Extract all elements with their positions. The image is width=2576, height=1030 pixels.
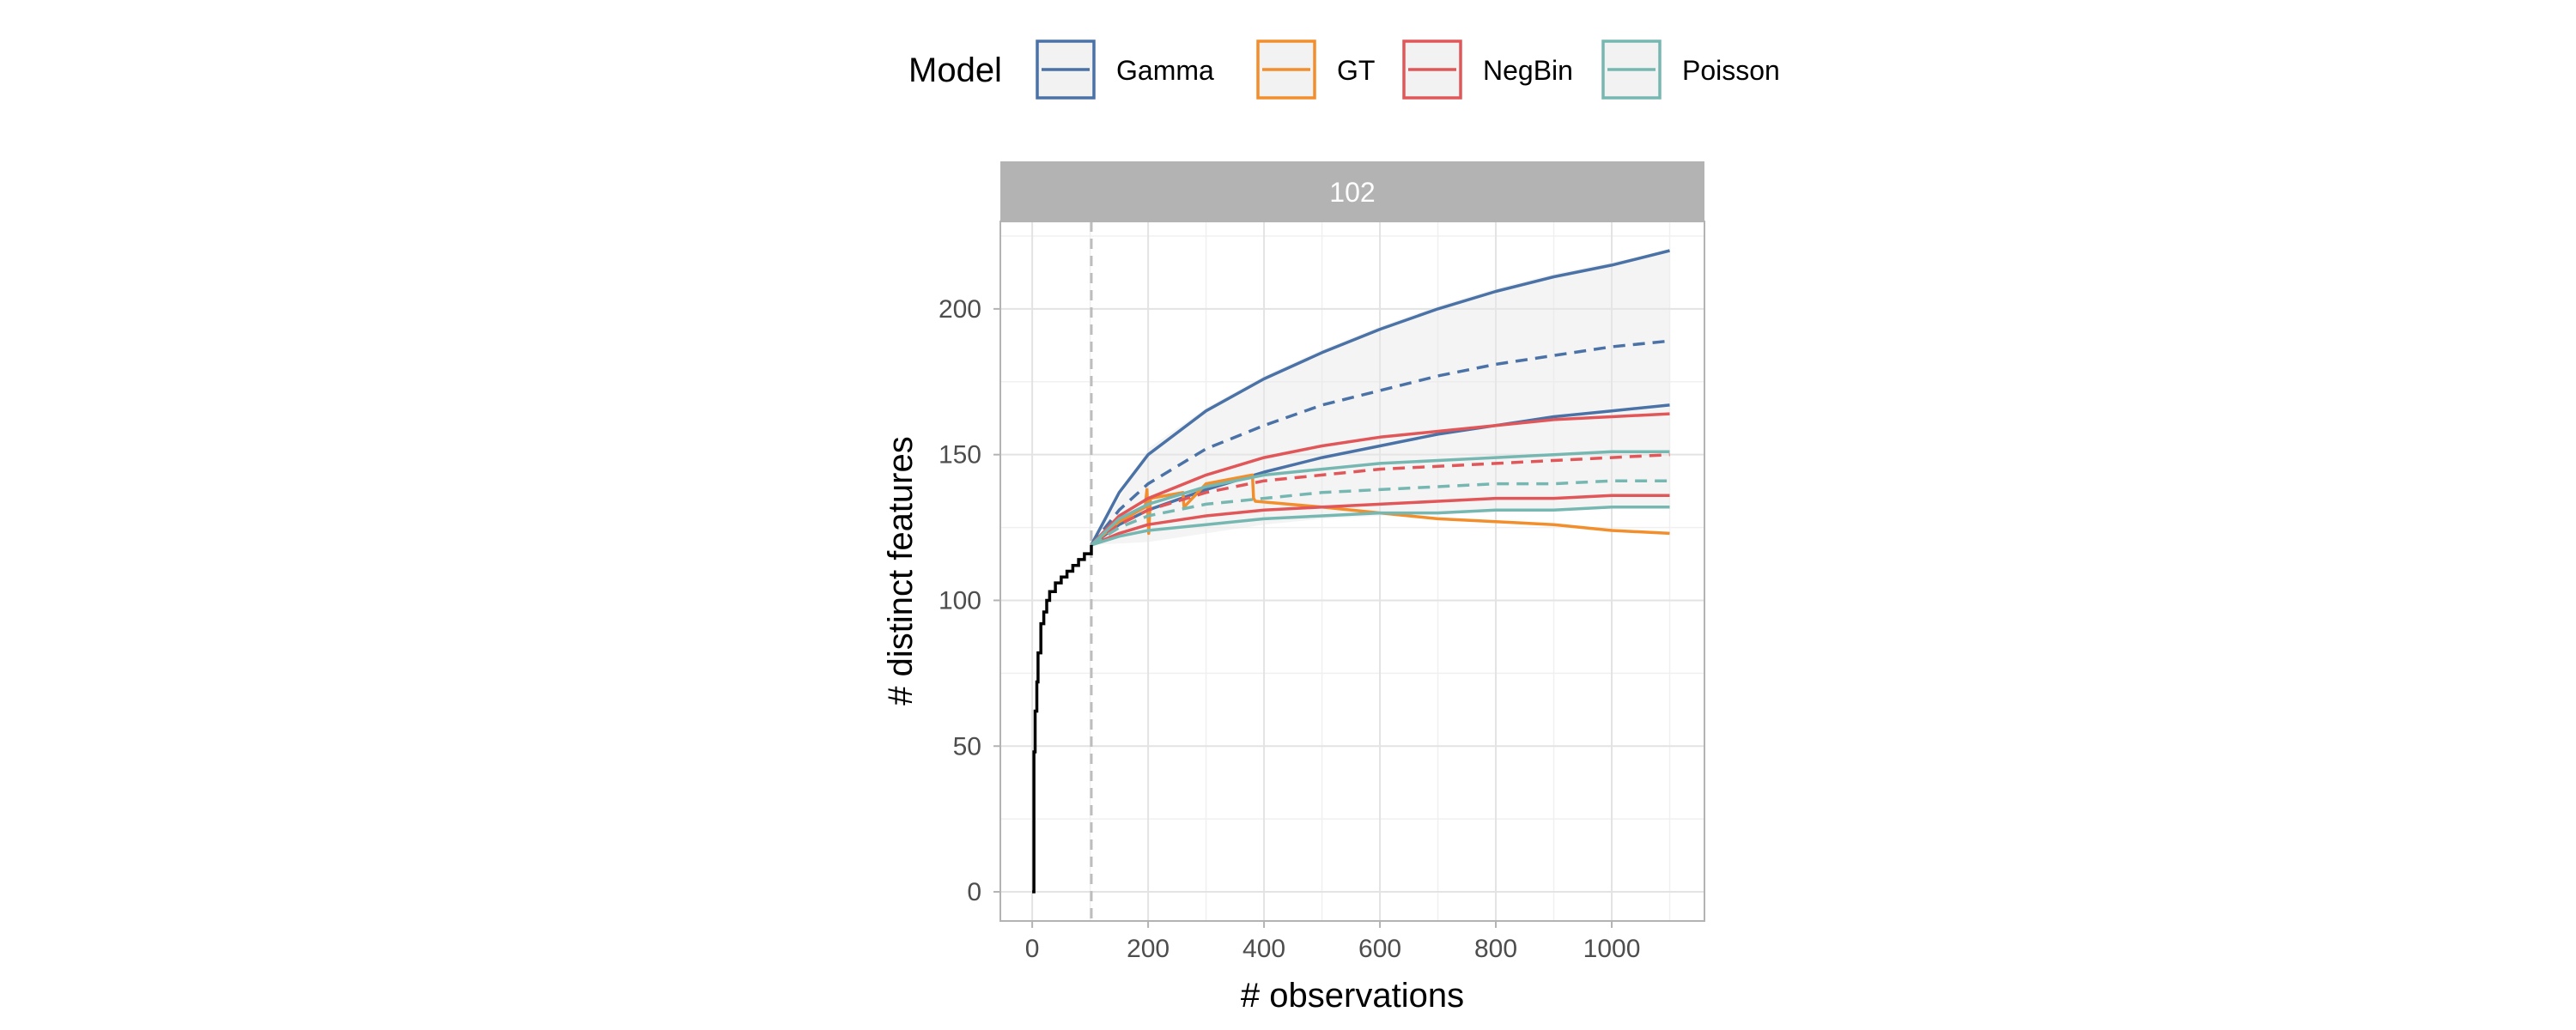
y-tick-label: 150 (939, 441, 981, 470)
x-axis: 0 200 400 600 800 1000 (1025, 921, 1641, 963)
prediction-band-area (1091, 251, 1670, 545)
legend-label: NegBin (1483, 55, 1573, 86)
panel-border (999, 221, 1705, 922)
x-tick-label: 200 (1127, 935, 1170, 963)
x-tick-label: 0 (1025, 935, 1040, 963)
facet-strip-label: 102 (1329, 177, 1375, 208)
legend-item-negbin: NegBin (1402, 39, 1573, 100)
observed-curve (1032, 544, 1093, 894)
legend-label: GT (1337, 55, 1375, 86)
series-line-poisson-lower (1091, 506, 1670, 547)
y-axis: 0 50 100 150 200 (939, 295, 1000, 906)
grid-minor (1000, 221, 1704, 921)
x-tick-label: 800 (1474, 935, 1517, 963)
legend: Model Gamma GT NegBin Poisson (908, 39, 1780, 100)
y-tick-label: 100 (939, 586, 981, 615)
legend-item-gamma: Gamma (1036, 39, 1214, 100)
series-line-negbin-lower (1091, 494, 1670, 547)
y-axis-title: # distinct features (882, 436, 920, 706)
x-tick-label: 400 (1242, 935, 1285, 963)
facet-strip-background (1000, 161, 1704, 221)
x-axis-title: # observations (1241, 977, 1464, 1015)
grid-major (1000, 221, 1704, 921)
series-line-poisson-upper (1090, 450, 1670, 547)
x-tick-label: 600 (1358, 935, 1401, 963)
y-tick-label: 0 (967, 878, 981, 906)
facet-strip: 102 (1000, 161, 1704, 221)
series-line-poisson-median (1091, 479, 1670, 547)
x-tick-label: 1000 (1583, 935, 1641, 963)
series-line-negbin-median (1090, 452, 1670, 547)
y-tick-label: 50 (953, 732, 981, 760)
legend-label: Poisson (1682, 55, 1780, 86)
legend-label: Gamma (1116, 55, 1214, 86)
series-line-gamma-median (1090, 339, 1670, 546)
plot-panel (999, 221, 1705, 922)
prediction-band (1091, 251, 1670, 545)
observed-line (1032, 544, 1093, 894)
legend-item-gt: GT (1256, 39, 1375, 100)
series-lines (1090, 249, 1670, 547)
panel-background (1000, 221, 1704, 921)
series-line-gt-upper (1090, 473, 1670, 547)
series-line-gamma-upper (1090, 249, 1670, 546)
legend-item-poisson: Poisson (1601, 39, 1780, 100)
y-tick-label: 200 (939, 295, 981, 324)
legend-title: Model (908, 52, 1002, 89)
series-line-negbin-upper (1090, 412, 1670, 547)
